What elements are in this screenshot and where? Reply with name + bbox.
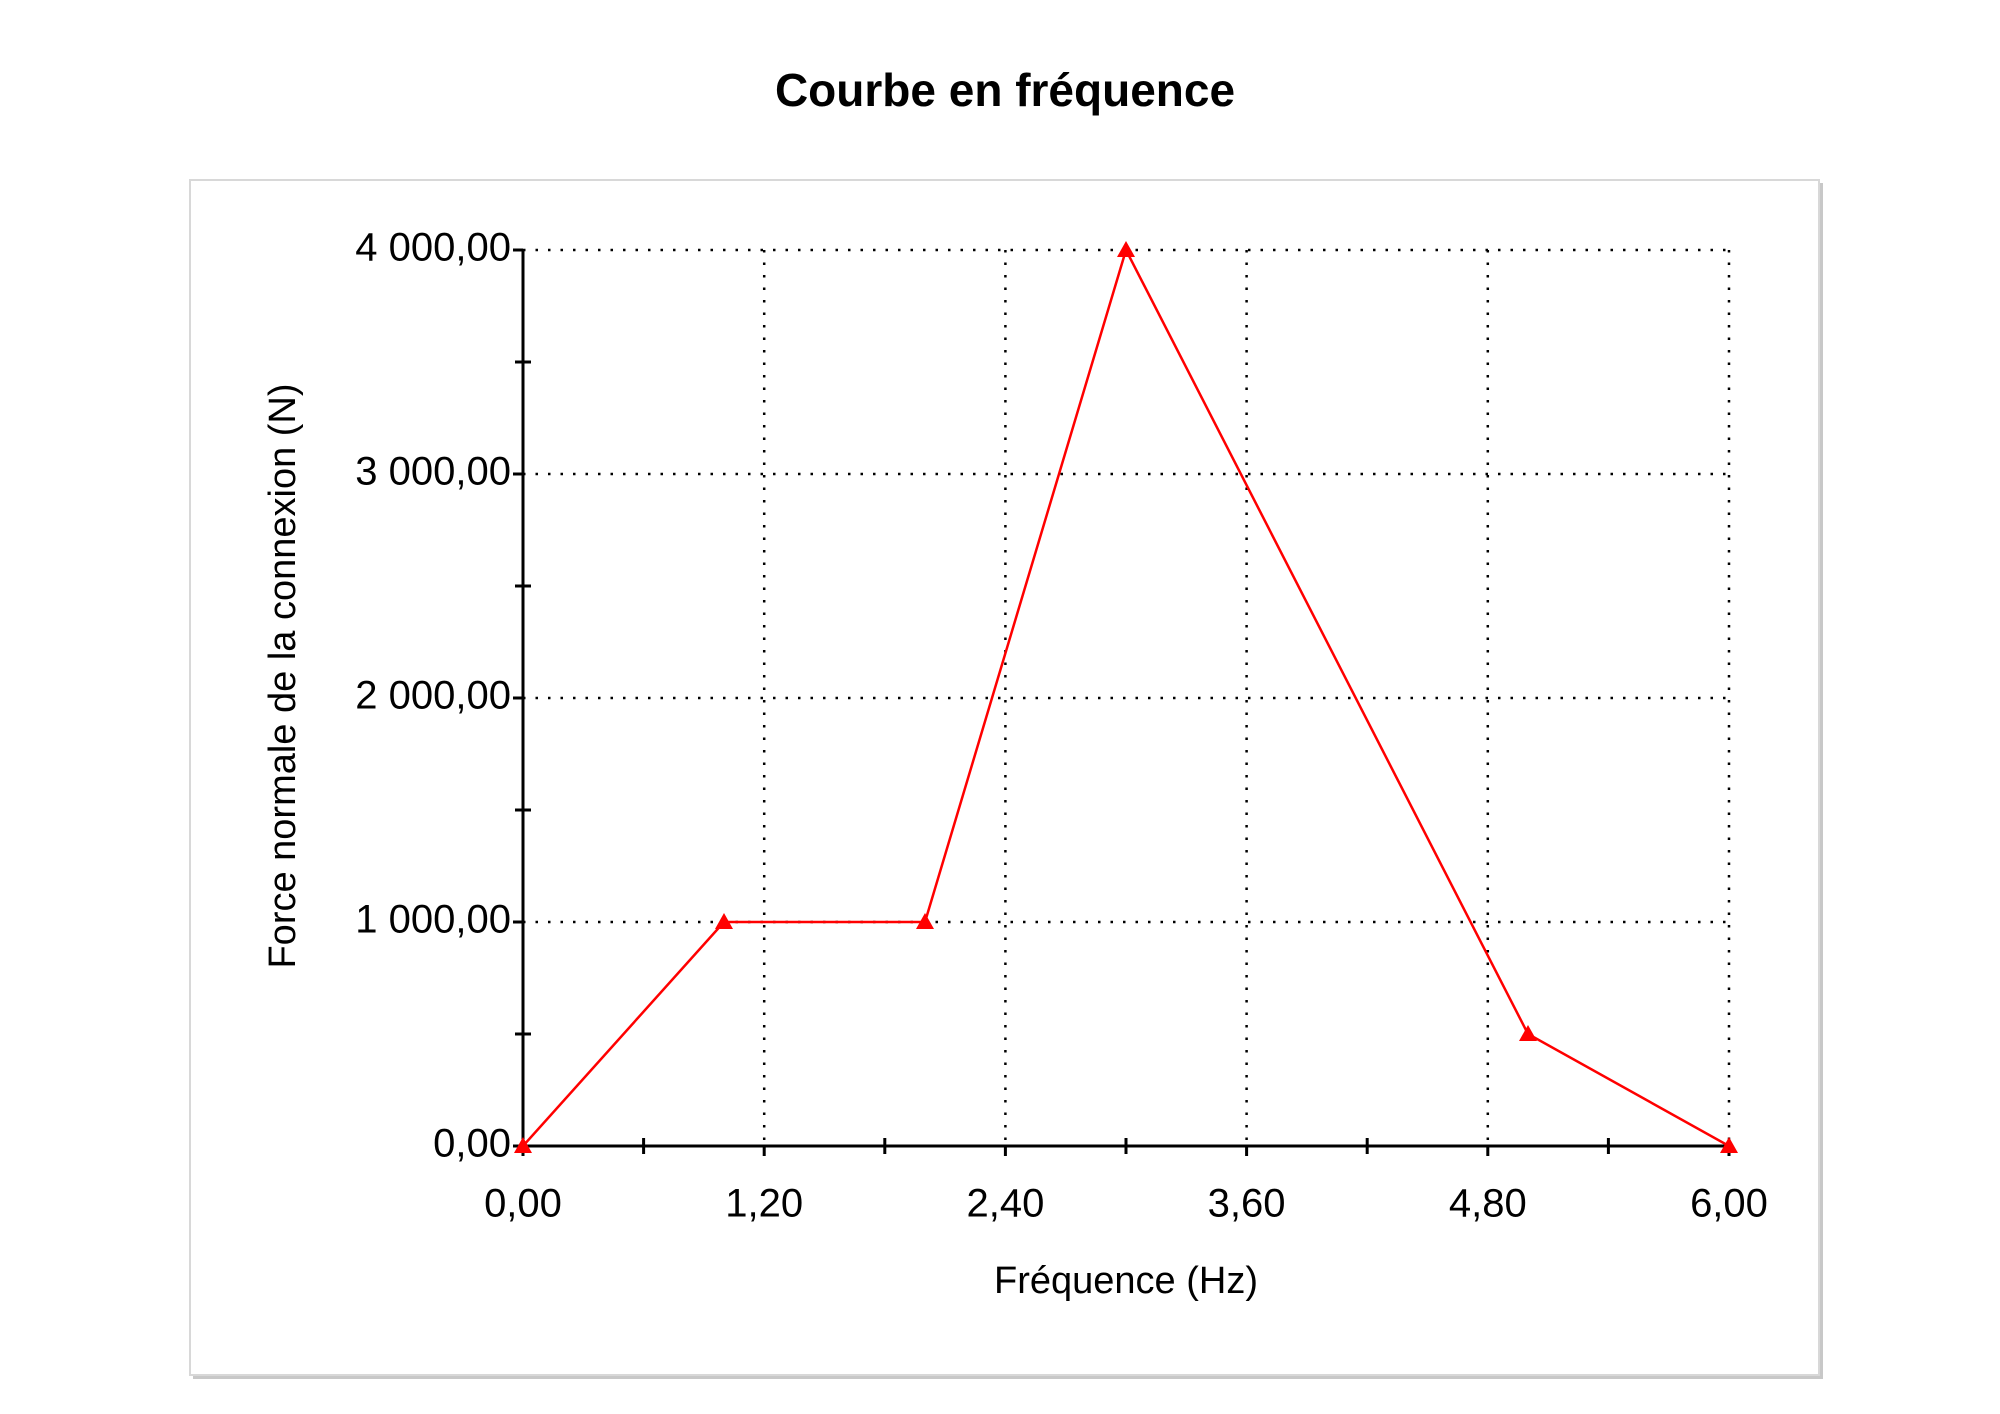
x-tick-label: 6,00 bbox=[1690, 1182, 1768, 1226]
marker bbox=[1117, 241, 1135, 257]
marker bbox=[1519, 1025, 1537, 1041]
x-tick-label: 0,00 bbox=[484, 1182, 562, 1226]
x-tick-label: 4,80 bbox=[1449, 1182, 1527, 1226]
x-tick-label: 3,60 bbox=[1208, 1182, 1286, 1226]
y-tick-label: 3 000,00 bbox=[355, 450, 511, 494]
x-axis-label: Fréquence (Hz) bbox=[994, 1260, 1258, 1302]
x-tick-label: 2,40 bbox=[966, 1182, 1044, 1226]
y-tick-label: 0,00 bbox=[433, 1122, 511, 1166]
marker bbox=[916, 913, 934, 929]
marker bbox=[1720, 1137, 1738, 1153]
y-tick-label: 2 000,00 bbox=[355, 674, 511, 718]
x-tick-label: 1,20 bbox=[725, 1182, 803, 1226]
y-tick-label: 4 000,00 bbox=[355, 226, 511, 270]
y-tick-label: 1 000,00 bbox=[355, 898, 511, 942]
line bbox=[522, 246, 1730, 1148]
y-axis-label: Force normale de la connexion (N) bbox=[262, 383, 304, 968]
marker bbox=[715, 913, 733, 929]
chart-title: Courbe en fréquence bbox=[775, 64, 1235, 116]
marker bbox=[514, 1137, 532, 1153]
